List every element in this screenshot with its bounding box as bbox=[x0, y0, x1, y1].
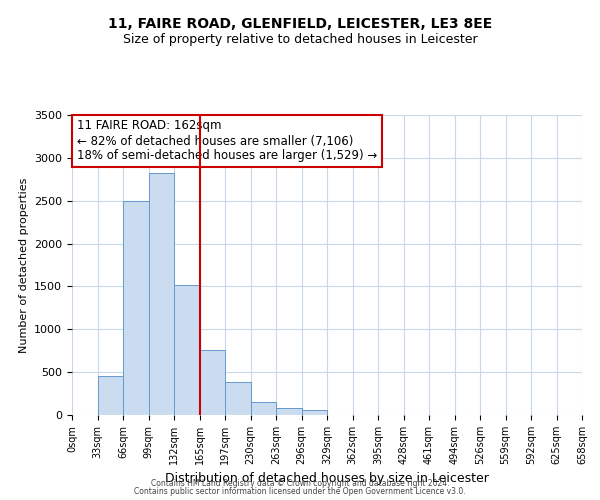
Bar bbox=[149, 174, 174, 415]
Text: Contains HM Land Registry data © Crown copyright and database right 2024.: Contains HM Land Registry data © Crown c… bbox=[151, 478, 449, 488]
Bar bbox=[251, 402, 276, 415]
Bar bbox=[123, 200, 149, 415]
Text: 11, FAIRE ROAD, GLENFIELD, LEICESTER, LE3 8EE: 11, FAIRE ROAD, GLENFIELD, LEICESTER, LE… bbox=[108, 18, 492, 32]
Bar bbox=[174, 284, 199, 415]
Text: 11 FAIRE ROAD: 162sqm
← 82% of detached houses are smaller (7,106)
18% of semi-d: 11 FAIRE ROAD: 162sqm ← 82% of detached … bbox=[77, 120, 377, 162]
Bar bbox=[302, 410, 327, 415]
Bar bbox=[97, 376, 123, 415]
Text: Size of property relative to detached houses in Leicester: Size of property relative to detached ho… bbox=[122, 32, 478, 46]
Bar bbox=[199, 350, 225, 415]
Y-axis label: Number of detached properties: Number of detached properties bbox=[19, 178, 29, 352]
X-axis label: Distribution of detached houses by size in Leicester: Distribution of detached houses by size … bbox=[165, 472, 489, 486]
Text: Contains public sector information licensed under the Open Government Licence v3: Contains public sector information licen… bbox=[134, 487, 466, 496]
Bar bbox=[276, 408, 302, 415]
Bar bbox=[225, 382, 251, 415]
